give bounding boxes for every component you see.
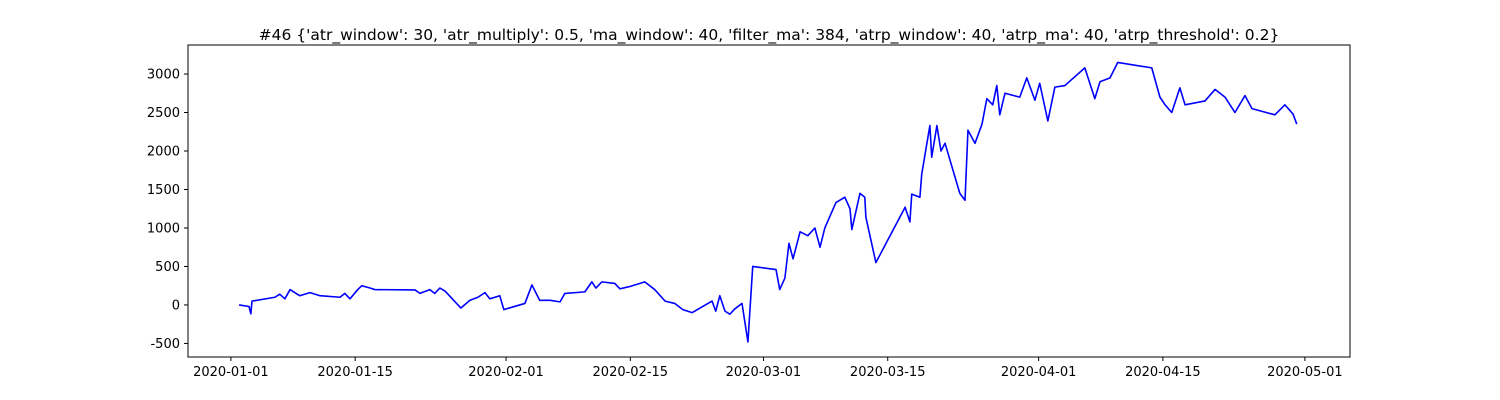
y-tick-label: 2500: [147, 106, 180, 121]
plot-frame: [187, 44, 1351, 358]
x-tick-label: 2020-02-01: [468, 365, 544, 380]
x-tick-label: 2020-01-15: [317, 365, 393, 380]
y-tick-label: 1500: [147, 183, 180, 198]
x-tick-label: 2020-05-01: [1267, 365, 1343, 380]
x-tick-label: 2020-04-15: [1125, 365, 1201, 380]
x-tick-label: 2020-03-01: [726, 365, 802, 380]
y-tick-label: 1000: [147, 221, 180, 236]
x-tick-label: 2020-03-15: [850, 365, 926, 380]
y-tick-label: 500: [155, 260, 180, 275]
y-tick-label: 0: [172, 298, 180, 313]
data-line: [238, 61, 1298, 343]
y-tick-label: 3000: [147, 68, 180, 83]
x-tick-label: 2020-01-01: [193, 365, 269, 380]
y-tick-label: 2000: [147, 145, 180, 160]
x-tick-label: 2020-04-01: [1001, 365, 1077, 380]
chart-title: #46 {'atr_window': 30, 'atr_multiply': 0…: [259, 26, 1280, 45]
y-tick-label: -500: [150, 337, 180, 352]
x-tick-label: 2020-02-15: [593, 365, 669, 380]
